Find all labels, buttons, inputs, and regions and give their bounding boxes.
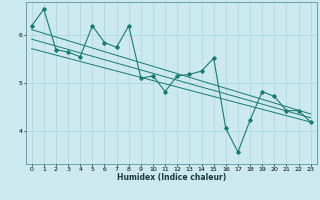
X-axis label: Humidex (Indice chaleur): Humidex (Indice chaleur) xyxy=(116,173,226,182)
